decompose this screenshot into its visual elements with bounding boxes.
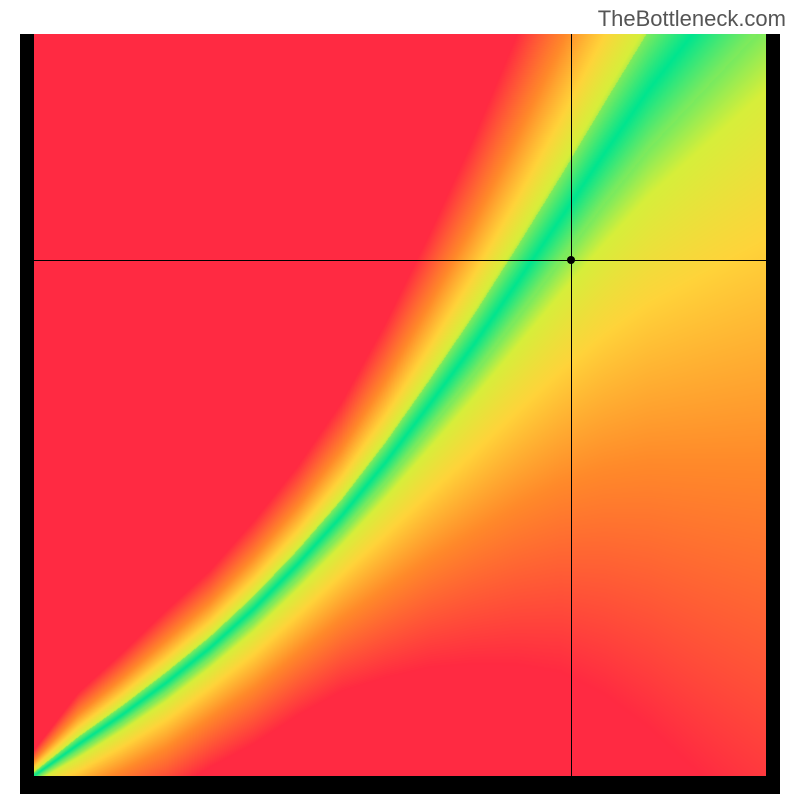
bottleneck-heatmap xyxy=(34,34,766,776)
crosshair-horizontal xyxy=(34,260,766,261)
chart-frame xyxy=(20,34,780,794)
watermark-text: TheBottleneck.com xyxy=(598,6,786,32)
crosshair-vertical xyxy=(571,34,572,776)
marker-dot xyxy=(567,256,575,264)
